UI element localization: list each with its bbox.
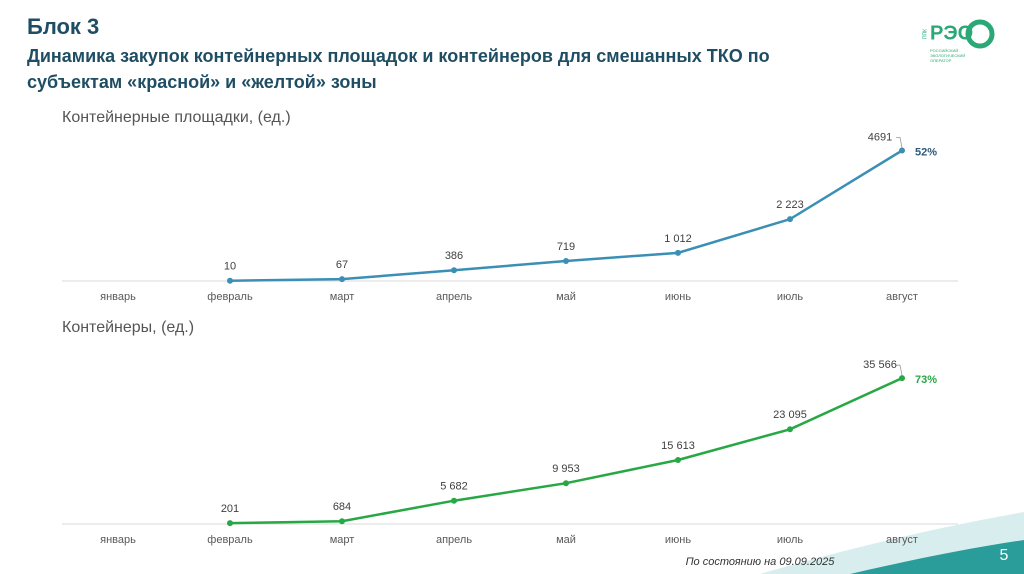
data-point bbox=[339, 518, 345, 525]
data-point bbox=[675, 456, 681, 463]
data-point bbox=[451, 267, 457, 274]
x-tick-label: август bbox=[886, 291, 918, 303]
data-point bbox=[563, 257, 569, 264]
x-tick-label: март bbox=[330, 291, 355, 303]
data-point bbox=[675, 249, 681, 256]
data-point bbox=[787, 426, 793, 433]
annotation: 73% bbox=[915, 374, 937, 386]
data-label: 2 223 bbox=[776, 199, 804, 211]
x-tick-label: май bbox=[556, 291, 576, 303]
x-tick-label: август bbox=[886, 534, 918, 546]
data-label: 10 bbox=[224, 261, 236, 273]
data-point bbox=[899, 147, 905, 154]
x-tick-label: июнь bbox=[665, 291, 691, 303]
data-label: 1 012 bbox=[664, 233, 692, 245]
chart-title: Контейнерные площадки, (ед.) bbox=[62, 109, 291, 126]
subtitle: субъектам «красной» и «желтой» зоны bbox=[27, 72, 377, 92]
data-point bbox=[899, 375, 905, 382]
x-tick-label: апрель bbox=[436, 291, 472, 303]
decor-wave bbox=[850, 540, 1024, 574]
data-label: 201 bbox=[221, 503, 239, 515]
data-point bbox=[787, 216, 793, 223]
data-label: 386 bbox=[445, 250, 463, 262]
label-leader bbox=[896, 364, 903, 376]
logo-full: ЭКОЛОГИЧЕСКИЙ bbox=[930, 53, 965, 58]
data-label: 719 bbox=[557, 241, 575, 253]
x-tick-label: апрель bbox=[436, 534, 472, 546]
data-label: 4691 bbox=[868, 131, 892, 143]
data-label: 35 566 bbox=[863, 359, 897, 371]
data-point bbox=[227, 520, 233, 527]
data-label: 9 953 bbox=[552, 463, 580, 475]
subtitle: Динамика закупок контейнерных площадок и… bbox=[27, 46, 770, 66]
data-label: 684 bbox=[333, 501, 351, 513]
annotation: 52% bbox=[915, 146, 937, 158]
logo-abbr: ППК bbox=[922, 29, 928, 39]
x-tick-label: февраль bbox=[207, 291, 253, 303]
chart-title: Контейнеры, (ед.) bbox=[62, 319, 194, 336]
x-tick-label: февраль bbox=[207, 534, 253, 546]
logo-name: РЭО bbox=[930, 22, 973, 44]
data-label: 67 bbox=[336, 259, 348, 271]
logo: ППК РЭО РОССИЙСКИЙ ЭКОЛОГИЧЕСКИЙ ОПЕРАТО… bbox=[922, 19, 995, 63]
data-point bbox=[339, 276, 345, 283]
x-tick-label: январь bbox=[100, 291, 136, 303]
x-tick-label: июль bbox=[777, 291, 804, 303]
data-point bbox=[451, 497, 457, 504]
data-label: 23 095 bbox=[773, 409, 807, 421]
x-tick-label: март bbox=[330, 534, 355, 546]
series-line bbox=[229, 377, 903, 525]
date-note: По состоянию на 09.09.2025 bbox=[686, 556, 836, 568]
logo-full: РОССИЙСКИЙ bbox=[930, 48, 958, 53]
page-number: 5 bbox=[1000, 547, 1009, 564]
data-label: 15 613 bbox=[661, 440, 695, 452]
data-point bbox=[227, 277, 233, 284]
logo-full: ОПЕРАТОР bbox=[930, 58, 952, 63]
x-tick-label: январь bbox=[100, 534, 136, 546]
data-label: 5 682 bbox=[440, 481, 468, 493]
x-tick-label: май bbox=[556, 534, 576, 546]
x-tick-label: июнь bbox=[665, 534, 691, 546]
block-title: Блок 3 bbox=[27, 14, 100, 39]
label-leader bbox=[896, 137, 903, 148]
x-tick-label: июль bbox=[777, 534, 804, 546]
logo-ring bbox=[965, 19, 995, 49]
data-point bbox=[563, 480, 569, 487]
